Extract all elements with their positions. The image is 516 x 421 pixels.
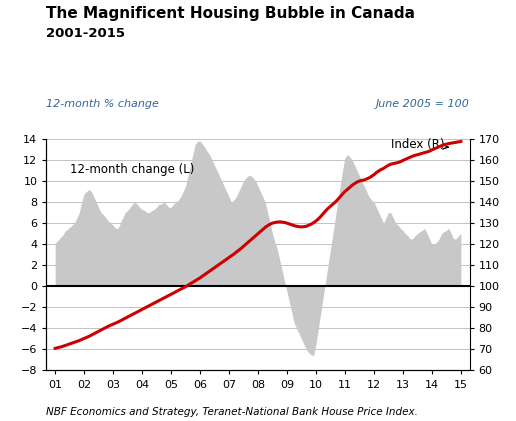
Text: 12-month % change: 12-month % change xyxy=(46,99,159,109)
Text: NBF Economics and Strategy, Teranet-National Bank House Price Index.: NBF Economics and Strategy, Teranet-Nati… xyxy=(46,407,418,417)
Text: June 2005 = 100: June 2005 = 100 xyxy=(376,99,470,109)
Text: 2001-2015: 2001-2015 xyxy=(46,27,125,40)
Text: The Magnificent Housing Bubble in Canada: The Magnificent Housing Bubble in Canada xyxy=(46,6,415,21)
Text: 12-month change (L): 12-month change (L) xyxy=(70,163,194,176)
Text: Index (R): Index (R) xyxy=(391,138,448,151)
